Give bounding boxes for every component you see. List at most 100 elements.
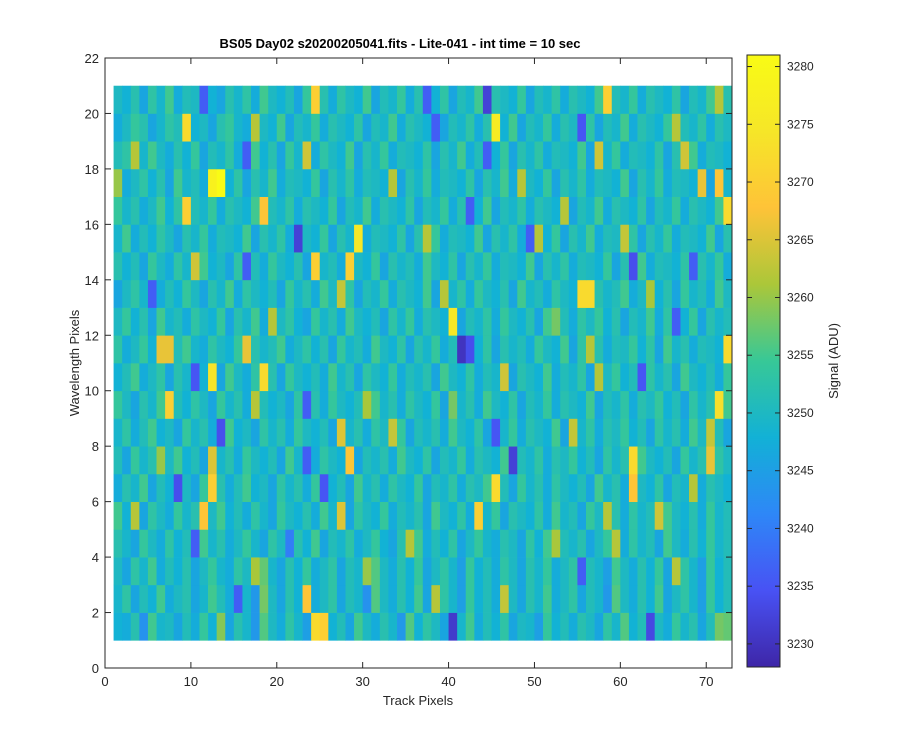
heatmap-cell: [585, 390, 595, 419]
heatmap-cell: [311, 224, 321, 253]
heatmap-cell: [654, 612, 664, 641]
heatmap-cell: [663, 612, 673, 641]
heatmap-cell: [620, 196, 630, 225]
heatmap-cell: [328, 612, 338, 641]
x-tick-label: 40: [441, 674, 455, 689]
heatmap-cell: [671, 584, 681, 613]
heatmap-cell: [147, 390, 157, 419]
heatmap-cell: [371, 418, 381, 447]
heatmap-cell: [560, 335, 570, 364]
heatmap-cell: [311, 584, 321, 613]
heatmap-cell: [268, 418, 278, 447]
heatmap-cell: [147, 335, 157, 364]
heatmap-cell: [190, 473, 200, 502]
heatmap-cell: [560, 612, 570, 641]
heatmap-cell: [594, 196, 604, 225]
heatmap-cell: [362, 196, 372, 225]
heatmap-cell: [268, 612, 278, 641]
heatmap-cell: [259, 224, 269, 253]
heatmap-cell: [603, 612, 613, 641]
heatmap-cell: [482, 501, 492, 530]
heatmap-cell: [646, 141, 656, 170]
heatmap-cell: [568, 113, 578, 142]
heatmap-cell: [500, 279, 510, 308]
heatmap-cell: [508, 113, 518, 142]
heatmap-cell: [397, 446, 406, 475]
heatmap-cell: [336, 252, 346, 281]
heatmap-cell: [431, 279, 441, 308]
heatmap-cell: [714, 363, 724, 392]
heatmap-cell: [474, 363, 484, 392]
heatmap-cell: [628, 529, 638, 558]
heatmap-cell: [354, 584, 364, 613]
heatmap-cell: [568, 196, 578, 225]
heatmap-cell: [122, 363, 132, 392]
heatmap-cell: [568, 473, 578, 502]
heatmap-cell: [491, 363, 501, 392]
heatmap-cell: [551, 390, 561, 419]
heatmap-cell: [233, 168, 243, 197]
heatmap-cell: [147, 418, 157, 447]
heatmap-cell: [156, 335, 166, 364]
heatmap-cell: [199, 279, 209, 308]
colorbar-tick-label: 3280: [787, 60, 814, 74]
heatmap-cell: [414, 418, 424, 447]
heatmap-cell: [216, 335, 226, 364]
heatmap-cell: [594, 529, 604, 558]
heatmap-cell: [697, 113, 707, 142]
heatmap-cell: [328, 584, 338, 613]
heatmap-cell: [594, 612, 604, 641]
heatmap-cell: [216, 224, 226, 253]
heatmap-cell: [482, 85, 492, 114]
heatmap-cell: [173, 390, 183, 419]
heatmap-cell: [637, 113, 647, 142]
heatmap-cell: [328, 279, 338, 308]
heatmap-cell: [551, 473, 561, 502]
x-tick-label: 50: [527, 674, 541, 689]
colorbar-tick-label: 3250: [787, 406, 814, 420]
heatmap-cell: [457, 113, 467, 142]
heatmap-cell: [594, 501, 604, 530]
heatmap-cell: [534, 335, 544, 364]
heatmap-cell: [500, 501, 510, 530]
heatmap-cell: [689, 224, 698, 253]
heatmap-cell: [242, 557, 252, 586]
heatmap-cell: [345, 529, 355, 558]
heatmap-cell: [251, 612, 260, 641]
heatmap-cell: [302, 446, 312, 475]
heatmap-cell: [156, 307, 166, 336]
heatmap-cell: [165, 473, 175, 502]
heatmap-cell: [508, 557, 518, 586]
heatmap-cell: [225, 501, 235, 530]
heatmap-cell: [259, 557, 269, 586]
heatmap-cell: [165, 584, 175, 613]
heatmap-cell: [156, 224, 166, 253]
heatmap-cell: [405, 418, 415, 447]
heatmap-cell: [173, 168, 183, 197]
y-tick-label: 20: [85, 106, 99, 121]
heatmap-cell: [517, 446, 527, 475]
heatmap-cell: [311, 418, 321, 447]
heatmap-cell: [680, 446, 690, 475]
heatmap-cell: [482, 473, 492, 502]
heatmap-cell: [663, 224, 673, 253]
heatmap-cell: [525, 390, 535, 419]
heatmap-cell: [611, 224, 621, 253]
heatmap-cell: [268, 113, 278, 142]
heatmap-cell: [551, 363, 561, 392]
heatmap-cell: [354, 196, 364, 225]
heatmap-cell: [637, 335, 647, 364]
heatmap-cell: [293, 529, 303, 558]
heatmap-cell: [311, 446, 321, 475]
heatmap-cell: [259, 252, 269, 281]
heatmap-cell: [190, 363, 200, 392]
heatmap-cell: [345, 584, 355, 613]
heatmap-cell: [405, 252, 415, 281]
heatmap-cell: [525, 418, 535, 447]
heatmap-cell: [156, 473, 166, 502]
heatmap-cell: [156, 612, 166, 641]
heatmap-cell: [457, 224, 467, 253]
heatmap-cell: [577, 224, 587, 253]
heatmap-cell: [285, 113, 295, 142]
